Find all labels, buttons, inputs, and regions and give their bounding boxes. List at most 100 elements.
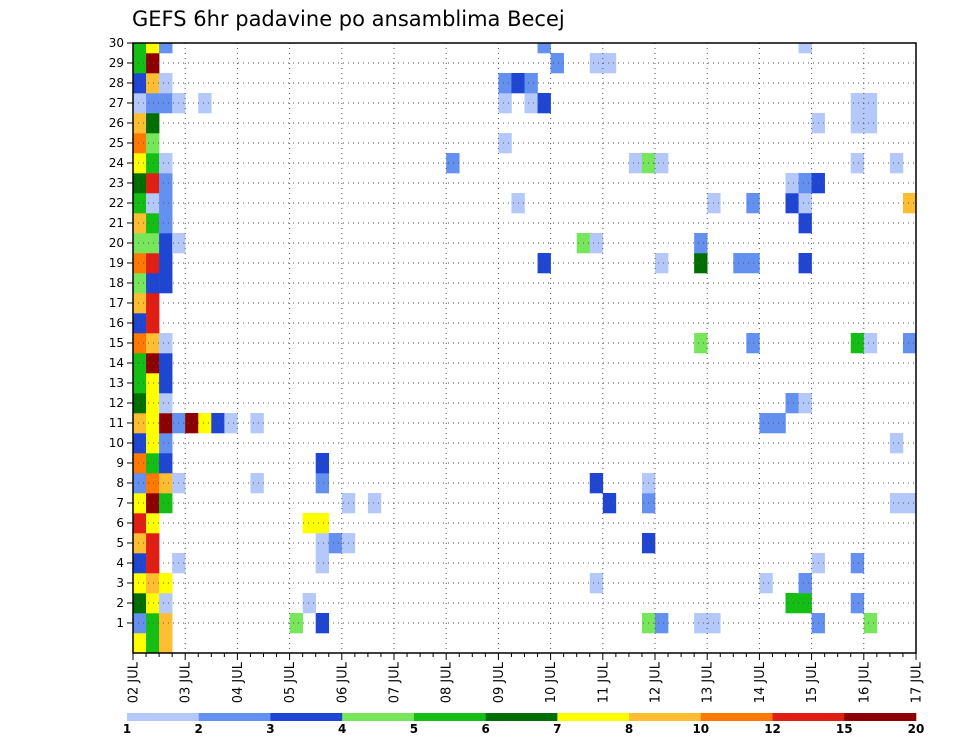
heatmap-cell <box>133 433 147 454</box>
y-tick-label: 15 <box>109 336 124 350</box>
y-tick-label: 5 <box>116 536 124 550</box>
colorbar: 1 2 3 4 5 6 7 8 10 12 15 20 <box>123 713 925 736</box>
heatmap-cell <box>146 293 160 314</box>
heatmap-cell <box>159 593 173 614</box>
heatmap-cell <box>133 73 147 94</box>
y-tick-label: 28 <box>109 76 124 90</box>
heatmap-cell <box>315 613 330 634</box>
heatmap-cell <box>850 333 865 354</box>
heatmap-cell <box>159 433 173 454</box>
heatmap-cell <box>798 43 812 54</box>
heatmap-cell <box>328 533 343 554</box>
y-tick-label: 20 <box>109 236 124 250</box>
heatmap-cell <box>159 373 173 394</box>
x-tick-label: 06 JUL <box>335 661 350 703</box>
heatmap-cell <box>159 633 173 654</box>
y-tick-label: 27 <box>109 96 124 110</box>
heatmap-cell <box>146 473 160 494</box>
heatmap-cell <box>159 473 173 494</box>
heatmap-cell <box>498 133 512 154</box>
heatmap-cell <box>889 433 904 454</box>
heatmap-cell <box>159 613 173 634</box>
x-tick-label: 05 JUL <box>283 661 298 703</box>
heatmap-cell <box>655 613 669 634</box>
heatmap-cell <box>133 133 147 154</box>
colorbar-label: 20 <box>908 722 925 736</box>
y-tick-label: 9 <box>116 456 124 470</box>
heatmap-cell <box>185 413 199 434</box>
colorbar-swatch <box>413 713 486 721</box>
y-tick-label: 12 <box>109 396 124 410</box>
heatmap-cell <box>759 573 773 594</box>
heatmap-cell <box>146 633 160 654</box>
heatmap-cell <box>498 73 512 94</box>
heatmap-cell <box>146 93 160 114</box>
heatmap-cell <box>146 153 160 174</box>
x-axis: 02 JUL 03 JUL 04 JUL 05 JUL 06 JUL 07 JUL 08 J… <box>127 653 925 703</box>
heatmap-cell <box>902 493 917 514</box>
heatmap-cell <box>798 573 812 594</box>
y-tick-label: 13 <box>109 376 124 390</box>
colorbar-swatch <box>485 713 558 721</box>
heatmap-cell <box>602 493 617 514</box>
heatmap-cell <box>655 153 669 174</box>
heatmap-cell <box>159 393 173 414</box>
heatmap-cell <box>524 93 538 114</box>
heatmap-cell <box>133 393 147 414</box>
heatmap-cell <box>159 173 173 194</box>
heatmap-cell <box>850 593 865 614</box>
y-tick-label: 23 <box>109 176 124 190</box>
heatmap-cell <box>146 253 160 274</box>
heatmap-cell <box>850 153 865 174</box>
plot-frame <box>132 42 917 654</box>
heatmap-cell <box>902 333 917 354</box>
heatmap-cell <box>133 153 147 174</box>
heatmap-cell <box>159 493 173 514</box>
heatmap-cell <box>850 553 865 574</box>
colorbar-label: 15 <box>836 722 853 736</box>
heatmap-cell <box>146 313 160 334</box>
heatmap-cell <box>146 43 160 54</box>
heatmap-cell <box>133 333 147 354</box>
colorbar-swatch <box>700 713 773 721</box>
heatmap-cell <box>798 393 812 414</box>
heatmap-cell <box>146 433 160 454</box>
heatmap-cell <box>159 573 173 594</box>
heatmap-cell <box>537 43 551 54</box>
x-tick-label: 15 JUL <box>805 661 820 703</box>
y-tick-label: 6 <box>116 516 124 530</box>
heatmap-cell <box>133 353 147 374</box>
heatmap-cell <box>850 113 865 134</box>
heatmap-cell <box>133 593 147 614</box>
heatmap-cell <box>863 113 878 134</box>
heatmap-cell <box>133 273 147 294</box>
x-tick-label: 14 JUL <box>753 661 768 703</box>
heatmap-cell <box>315 513 330 534</box>
heatmap-cell <box>785 193 799 214</box>
heatmap-cell <box>133 573 147 594</box>
colorbar-swatch <box>557 713 630 721</box>
heatmap-cell <box>146 613 160 634</box>
heatmap-cell <box>133 633 147 654</box>
heatmap-cell <box>146 553 160 574</box>
colorbar-swatch <box>127 713 200 721</box>
x-tick-label: 17 JUL <box>910 661 925 703</box>
y-tick-label: 25 <box>109 136 124 150</box>
colorbar-swatch <box>772 713 845 721</box>
y-tick-label: 7 <box>116 496 124 510</box>
heatmap-cell <box>694 333 708 354</box>
heatmap-cell <box>694 613 708 634</box>
x-tick-label: 02 JUL <box>127 661 142 703</box>
y-tick-label: 29 <box>109 56 124 70</box>
heatmap-cell <box>589 473 604 494</box>
heatmap-cell <box>146 493 160 514</box>
heatmap-cell <box>146 173 160 194</box>
y-tick-label: 30 <box>109 36 124 50</box>
heatmap-cell <box>146 413 160 434</box>
heatmap-cell <box>772 413 786 434</box>
heatmap-cell <box>159 43 173 54</box>
heatmap-cell <box>159 93 173 114</box>
heatmap-cell <box>367 493 382 514</box>
heatmap-cell <box>759 413 773 434</box>
heatmap-cell <box>250 473 264 494</box>
